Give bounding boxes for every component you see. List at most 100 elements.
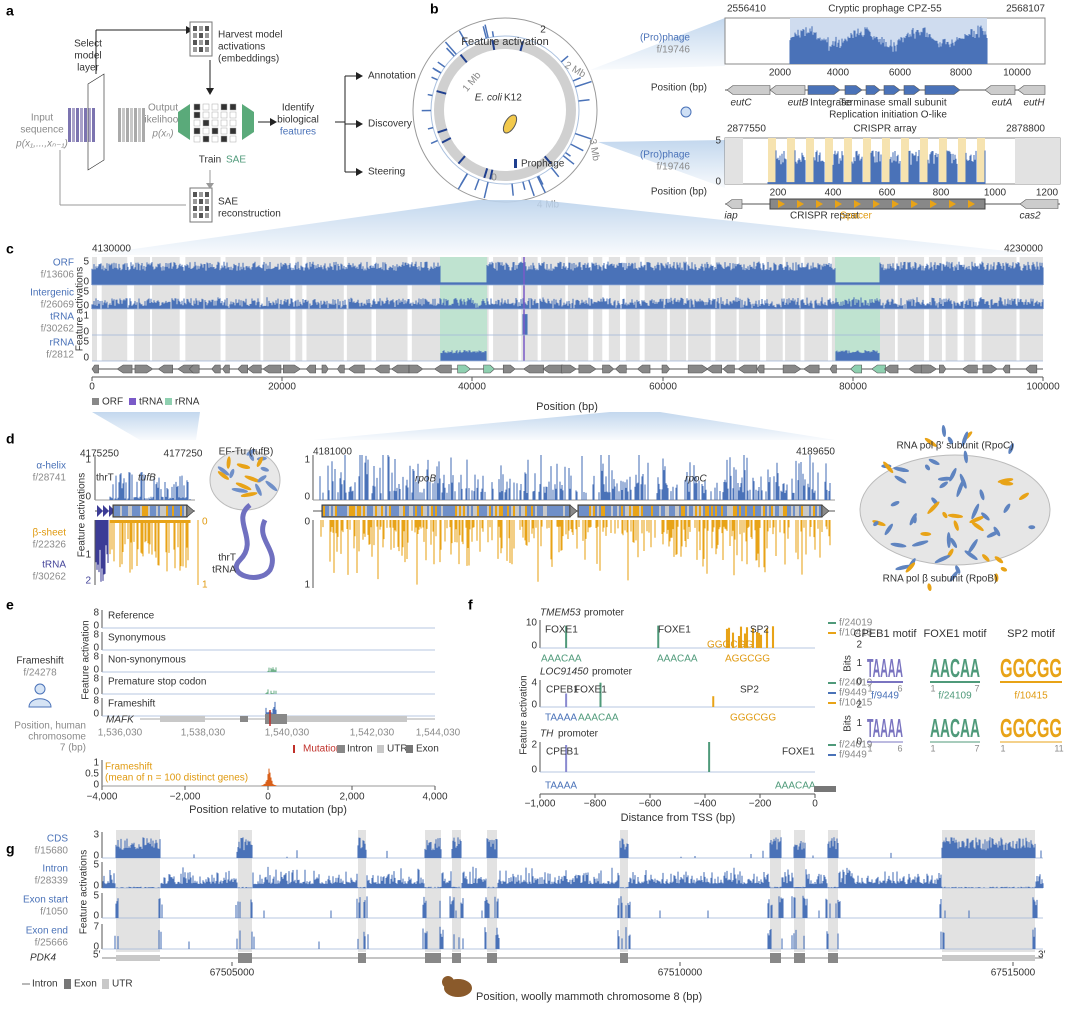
label: 8 — [93, 630, 99, 641]
utr — [287, 716, 407, 722]
structure-stripe — [455, 506, 457, 516]
label: CRISPR repeat — [790, 211, 859, 222]
gene-arrow — [283, 364, 301, 374]
label: 0 — [93, 942, 99, 953]
repeat-region — [958, 138, 966, 184]
label: SAE — [218, 197, 238, 208]
gene-arrow — [850, 364, 863, 374]
label: 2 — [540, 25, 546, 36]
label: tufB — [138, 473, 156, 484]
label: Feature activations — [75, 267, 86, 352]
label: 2 — [856, 640, 862, 651]
exon — [265, 714, 287, 724]
label: 0 — [83, 327, 89, 338]
label: CRISPR array — [853, 124, 916, 135]
activation-spike — [491, 31, 495, 38]
structure-stripe — [625, 506, 627, 516]
label: FOXE1 — [545, 625, 578, 636]
sae-cell — [202, 127, 210, 135]
repeat-region — [863, 138, 871, 184]
structure-stripe — [751, 506, 753, 516]
label: f/9449 — [871, 691, 899, 702]
structure-stripe — [459, 506, 461, 516]
ecoli-icon — [502, 114, 518, 134]
layer-plane — [87, 73, 105, 171]
structure-stripe — [441, 506, 443, 516]
structure-stripe — [355, 506, 357, 516]
structure-stripe — [551, 506, 553, 516]
mammoth-head — [442, 976, 454, 988]
label: 0 — [93, 780, 99, 791]
gene-arrow — [961, 364, 978, 374]
structure-stripe — [629, 506, 631, 516]
spacer-mark — [892, 200, 899, 208]
structure-stripe — [405, 506, 407, 516]
structure-stripe — [463, 506, 465, 516]
arrowhead — [206, 88, 214, 95]
activation-spike — [511, 183, 514, 196]
prophage-mark — [436, 90, 447, 95]
prophage-mark — [457, 155, 466, 165]
gene-arrow — [188, 364, 200, 374]
activation-trace — [91, 297, 1044, 309]
activation-spike — [528, 179, 535, 197]
gene-arrow — [321, 364, 329, 374]
structure-stripe — [495, 506, 497, 516]
exon — [487, 953, 497, 963]
label: 0 — [89, 382, 95, 393]
label: 5 — [83, 257, 89, 268]
structure-stripe — [531, 506, 533, 516]
label: 0 — [93, 709, 99, 720]
label: ORF — [53, 258, 74, 269]
label: Exon — [416, 744, 439, 755]
label: Exon start — [23, 895, 68, 906]
activation-spike — [550, 167, 560, 178]
structure-stripe — [152, 506, 154, 516]
structure-stripe — [156, 506, 158, 516]
shaded-region — [487, 830, 497, 952]
structure-stripe — [535, 506, 537, 516]
label: −200 — [749, 799, 772, 810]
structure-stripe — [523, 506, 525, 516]
label: d — [6, 431, 15, 447]
structure-stripe — [561, 506, 563, 516]
structure-stripe — [138, 506, 140, 516]
structure-stripe — [631, 506, 633, 516]
shaded-region — [358, 830, 366, 952]
label: tRNA — [212, 565, 236, 576]
structure-stripe — [477, 506, 479, 516]
label: Input — [31, 113, 53, 124]
label: Intron — [32, 979, 58, 990]
label: AAACAA — [657, 654, 698, 665]
label: 4130000 — [92, 244, 131, 255]
matrix-cell — [205, 206, 209, 211]
structure-stripe — [645, 506, 647, 516]
structure-stripe — [695, 506, 697, 516]
label: 0 — [83, 353, 89, 364]
gene-arrow — [134, 364, 154, 374]
label: FOXE1 — [782, 747, 815, 758]
sae-cell — [220, 119, 228, 127]
label: layer — [77, 63, 99, 74]
label: 7 — [93, 922, 99, 933]
prophage-mark — [519, 41, 524, 52]
label: 0 — [93, 665, 99, 676]
label: c — [6, 241, 14, 257]
exon — [620, 953, 628, 963]
structure-stripe — [621, 506, 623, 516]
structure-stripe — [437, 506, 439, 516]
structure-stripe — [387, 506, 389, 516]
structure-stripe — [373, 506, 375, 516]
structure-stripe — [809, 506, 811, 516]
structure-stripe — [673, 506, 675, 516]
structure-stripe — [819, 506, 821, 516]
structure-stripe — [154, 506, 156, 516]
label: 2000 — [769, 68, 792, 79]
gene-arrow — [984, 85, 1016, 95]
structure-stripe — [349, 506, 351, 516]
structure-stripe — [795, 506, 797, 516]
sae-cell — [220, 111, 228, 119]
label: p(x₁,...,xₙ₋₁) — [15, 139, 68, 150]
structure-stripe — [453, 506, 455, 516]
